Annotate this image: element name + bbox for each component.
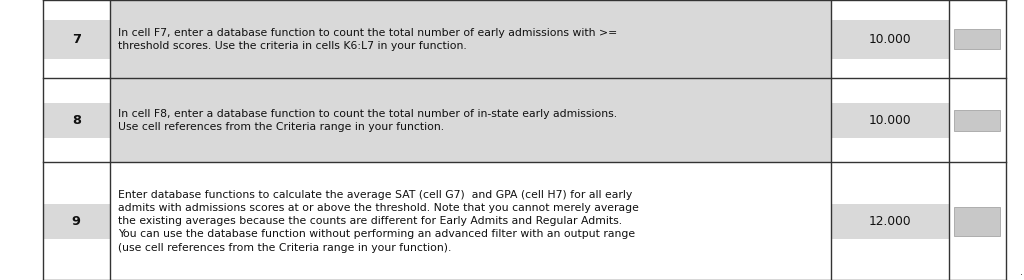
Bar <box>831 20 949 59</box>
Text: 12.000: 12.000 <box>869 215 911 228</box>
Bar <box>43 204 110 239</box>
Bar <box>954 110 1000 131</box>
Bar <box>43 0 1006 78</box>
Bar <box>831 162 949 280</box>
Text: 10.000: 10.000 <box>869 33 911 46</box>
Text: Enter database functions to calculate the average SAT (cell G7)  and GPA (cell H: Enter database functions to calculate th… <box>118 190 639 253</box>
Bar <box>831 78 949 162</box>
Bar <box>954 207 1000 236</box>
Bar <box>949 162 1006 280</box>
Text: 10.000: 10.000 <box>869 114 911 127</box>
Bar <box>43 162 1006 280</box>
Text: In cell F7, enter a database function to count the total number of early admissi: In cell F7, enter a database function to… <box>118 28 617 51</box>
Text: 7: 7 <box>72 33 81 46</box>
Text: In cell F8, enter a database function to count the total number of in-state earl: In cell F8, enter a database function to… <box>118 109 616 132</box>
Text: 9: 9 <box>72 215 81 228</box>
Bar <box>43 103 110 138</box>
Bar <box>110 0 831 78</box>
Bar <box>43 78 1006 162</box>
Text: 8: 8 <box>72 114 81 127</box>
Bar <box>43 20 110 59</box>
Bar <box>949 78 1006 162</box>
Bar <box>110 162 831 280</box>
Bar <box>949 0 1006 78</box>
Bar <box>831 204 949 239</box>
Text: .: . <box>1020 267 1023 277</box>
Bar <box>110 78 831 162</box>
Bar <box>954 29 1000 49</box>
Bar <box>831 0 949 78</box>
Bar <box>831 103 949 138</box>
